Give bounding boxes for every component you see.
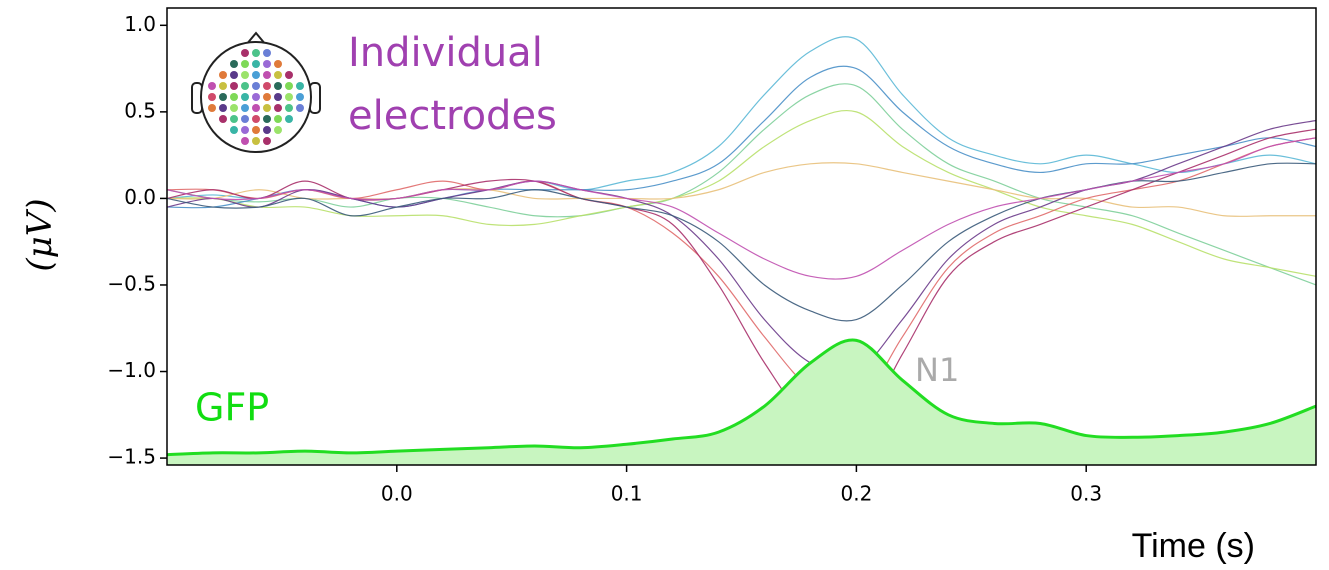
- electrode-dot: [274, 60, 282, 68]
- electrode-dot: [285, 71, 293, 79]
- electrode-line: [166, 137, 1317, 280]
- electrode-dot: [285, 115, 293, 123]
- x-tick-label: 0.3: [1070, 482, 1102, 506]
- y-tick-label: −0.5: [107, 271, 156, 295]
- electrode-dot: [230, 71, 238, 79]
- electrode-dot: [274, 82, 282, 90]
- electrode-dot: [219, 115, 227, 123]
- gfp-line: [166, 338, 1317, 457]
- electrode-dot: [252, 60, 260, 68]
- electrode-dot: [252, 137, 260, 145]
- y-tick-label: −1.5: [107, 445, 156, 469]
- electrode-line: [166, 137, 1317, 410]
- electrode-dot: [274, 115, 282, 123]
- electrode-dot: [263, 49, 271, 57]
- electrode-dot: [241, 115, 249, 123]
- electrode-dot: [230, 104, 238, 112]
- electrode-dot: [252, 71, 260, 79]
- electrode-line: [166, 83, 1317, 286]
- electrode-dot: [274, 93, 282, 101]
- electrode-dot: [219, 71, 227, 79]
- electrode-dot: [263, 137, 271, 145]
- x-axis-label: Time (s): [1132, 527, 1255, 565]
- electrode-line: [166, 109, 1317, 277]
- electrode-dot: [230, 115, 238, 123]
- electrode-dot: [241, 137, 249, 145]
- plot-area: [166, 36, 1317, 465]
- electrode-dot: [241, 104, 249, 112]
- electrode-dot: [263, 60, 271, 68]
- y-tick-label: 0.5: [124, 98, 156, 122]
- gfp-area: [167, 339, 1316, 465]
- electrode-dot: [252, 104, 260, 112]
- electrode-dot: [230, 126, 238, 134]
- electrode-dot: [285, 104, 293, 112]
- electrode-dot: [263, 126, 271, 134]
- plot-frame: [166, 7, 1317, 466]
- electrode-dot: [241, 71, 249, 79]
- electrode-line: [166, 162, 1317, 322]
- electrode-dot: [252, 93, 260, 101]
- y-tick-label: 0.0: [124, 185, 156, 209]
- x-tick-label: 0.2: [840, 482, 872, 506]
- electrode-dot: [263, 71, 271, 79]
- electrode-dot: [241, 60, 249, 68]
- electrode-dot: [241, 126, 249, 134]
- electrode-dot: [230, 60, 238, 68]
- electrode-dot: [230, 93, 238, 101]
- y-tick-label: −1.0: [107, 358, 156, 382]
- electrode-dot: [274, 126, 282, 134]
- electrode-dot: [263, 115, 271, 123]
- y-tick-label: 1.0: [124, 12, 156, 36]
- y-axis-label: (μV): [20, 198, 60, 271]
- electrode-dot: [263, 93, 271, 101]
- annotation-electrodes: Individual: [348, 30, 543, 76]
- electrode-dot: [274, 71, 282, 79]
- electrode-head-icon: [191, 31, 321, 153]
- electrode-dot: [208, 93, 216, 101]
- annotation-electrodes: electrodes: [348, 93, 557, 139]
- electrode-line: [166, 36, 1317, 201]
- electrode-dot: [274, 104, 282, 112]
- electrode-dot: [241, 49, 249, 57]
- electrode-line: [166, 162, 1316, 217]
- electrode-dot: [296, 93, 304, 101]
- electrode-dot: [296, 82, 304, 90]
- electrode-dot: [263, 104, 271, 112]
- electrode-dot: [241, 82, 249, 90]
- electrode-dot: [252, 115, 260, 123]
- x-tick-label: 0.1: [611, 482, 643, 506]
- electrode-line: [166, 119, 1317, 376]
- electrode-dot: [263, 82, 271, 90]
- x-tick-label: 0.0: [381, 482, 413, 506]
- electrode-dot: [208, 82, 216, 90]
- annotation-peak: N1: [915, 351, 959, 389]
- electrode-dot: [208, 104, 216, 112]
- electrode-dot: [285, 93, 293, 101]
- electrode-dot: [285, 82, 293, 90]
- electrode-dot: [241, 93, 249, 101]
- annotation-gfp: GFP: [195, 386, 269, 430]
- electrode-dot: [296, 104, 304, 112]
- electrode-dot: [219, 82, 227, 90]
- electrode-dot: [230, 82, 238, 90]
- electrode-dot: [252, 82, 260, 90]
- electrode-dot: [219, 93, 227, 101]
- electrode-dot: [219, 104, 227, 112]
- electrode-dot: [252, 49, 260, 57]
- electrode-line: [166, 128, 1317, 439]
- electrode-line: [166, 65, 1317, 209]
- electrode-dot: [252, 126, 260, 134]
